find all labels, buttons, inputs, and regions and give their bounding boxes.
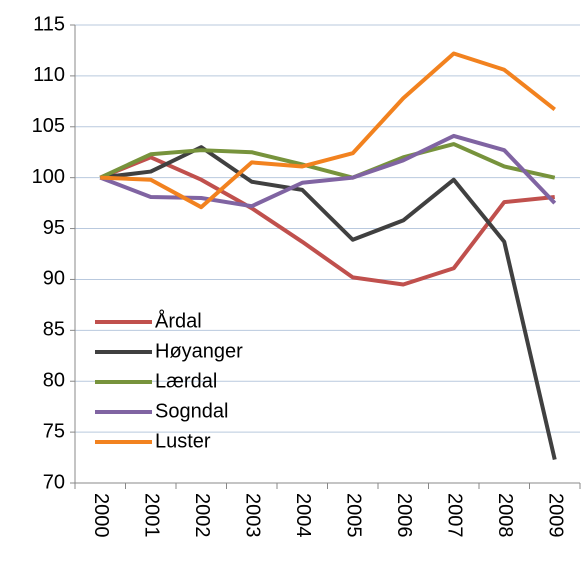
- y-tick-label: 75: [43, 420, 65, 442]
- y-tick-label: 100: [32, 166, 65, 188]
- legend-label: Luster: [155, 430, 211, 452]
- y-tick-label: 110: [33, 64, 65, 86]
- x-tick-label: 2001: [140, 493, 162, 538]
- line: [100, 51, 556, 210]
- x-tick-label: 2000: [90, 493, 112, 538]
- x-tick-label: 2006: [393, 493, 415, 538]
- x-tick-label: 2005: [342, 493, 364, 538]
- x-tick-label: 2004: [292, 493, 314, 538]
- x-tick-label: 2008: [494, 493, 516, 538]
- line: [99, 155, 555, 287]
- line: [99, 142, 556, 180]
- y-tick-label: 80: [43, 370, 65, 392]
- y-tick-label: 70: [43, 471, 65, 493]
- y-tick-label: 115: [33, 13, 65, 35]
- line: [100, 145, 557, 461]
- x-tick-label: 2002: [191, 493, 213, 538]
- legend-label: Årdal: [155, 309, 202, 332]
- y-tick-label: 95: [43, 217, 65, 239]
- x-tick-label: 2003: [241, 493, 263, 538]
- legend-label: Lærdal: [155, 370, 217, 392]
- y-tick-label: 90: [43, 268, 65, 290]
- y-tick-label: 85: [43, 319, 65, 341]
- legend-label: Høyanger: [155, 340, 243, 362]
- x-tick-label: 2009: [544, 493, 566, 538]
- legend-label: Sogndal: [155, 400, 228, 422]
- line: [99, 133, 557, 209]
- y-tick-label: 105: [32, 115, 65, 137]
- x-tick-label: 2007: [443, 493, 465, 538]
